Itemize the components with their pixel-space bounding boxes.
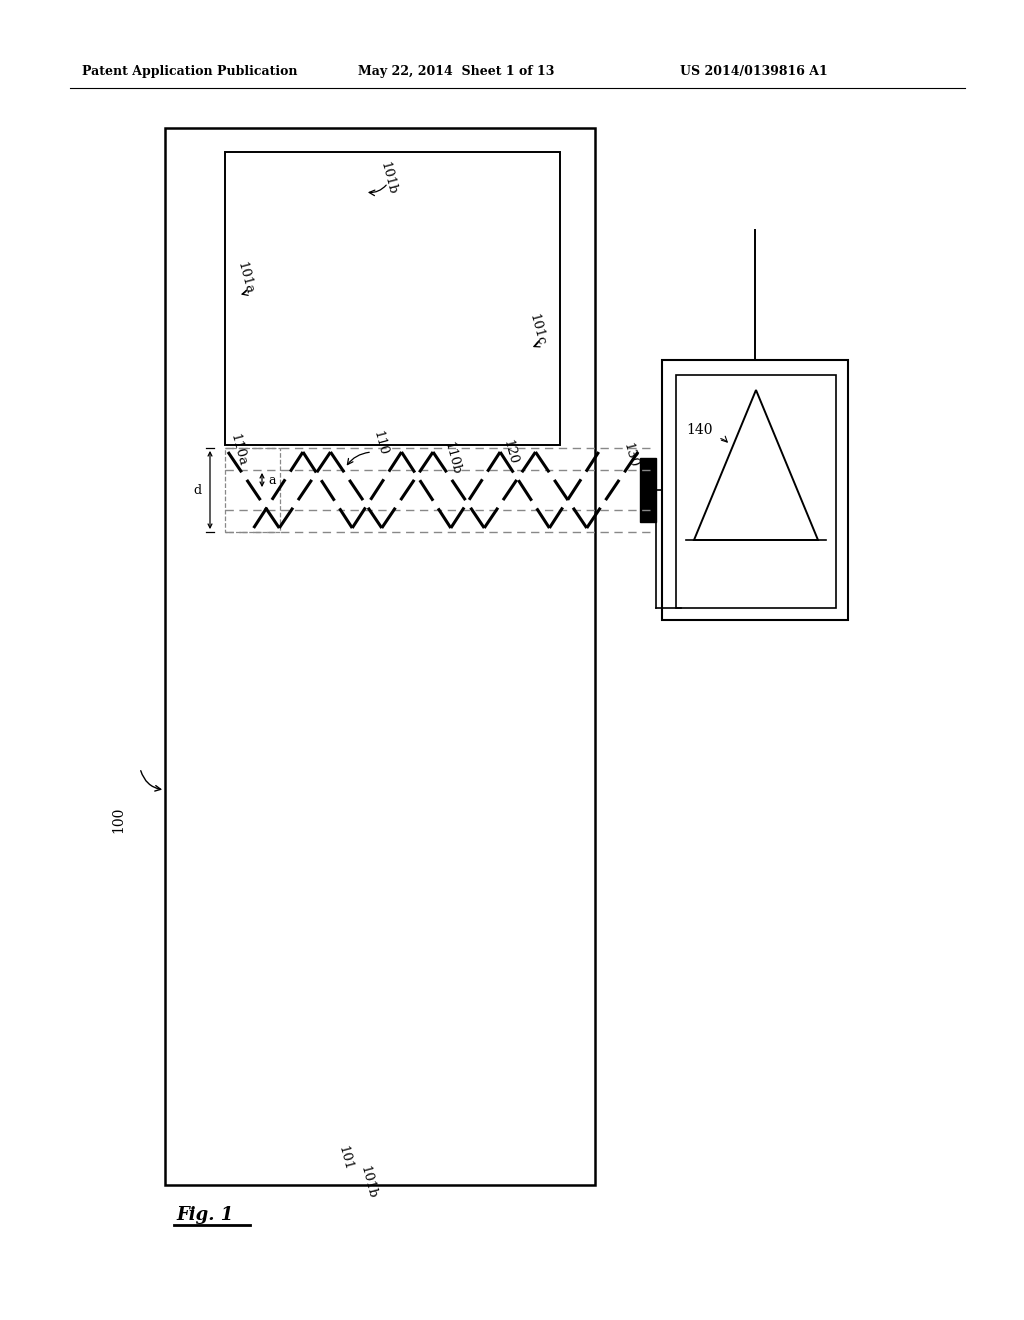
Bar (225, 447, 280, 532)
Text: 100: 100 (111, 807, 125, 833)
Text: 101c: 101c (526, 313, 548, 347)
Text: US 2014/0139816 A1: US 2014/0139816 A1 (680, 66, 827, 78)
Bar (640, 458, 656, 521)
Bar (662, 360, 848, 620)
Text: 140: 140 (687, 422, 714, 437)
Text: May 22, 2014  Sheet 1 of 13: May 22, 2014 Sheet 1 of 13 (358, 66, 554, 78)
Text: a: a (268, 474, 275, 487)
Text: Fig. 1: Fig. 1 (176, 1206, 233, 1224)
Text: 101a: 101a (234, 260, 256, 296)
Text: 101: 101 (336, 1144, 354, 1172)
Text: 101b: 101b (357, 1164, 379, 1200)
Text: 120: 120 (501, 438, 519, 466)
Bar (225, 152, 560, 445)
Text: 101b: 101b (378, 160, 398, 195)
Text: 110a: 110a (227, 433, 249, 467)
Polygon shape (694, 389, 818, 540)
Bar (165, 128, 595, 1185)
Bar (676, 375, 836, 609)
Text: 110b: 110b (441, 440, 463, 477)
Text: 110: 110 (371, 429, 389, 457)
Text: 130: 130 (621, 441, 640, 469)
Text: Patent Application Publication: Patent Application Publication (82, 66, 298, 78)
Text: d: d (194, 483, 202, 496)
